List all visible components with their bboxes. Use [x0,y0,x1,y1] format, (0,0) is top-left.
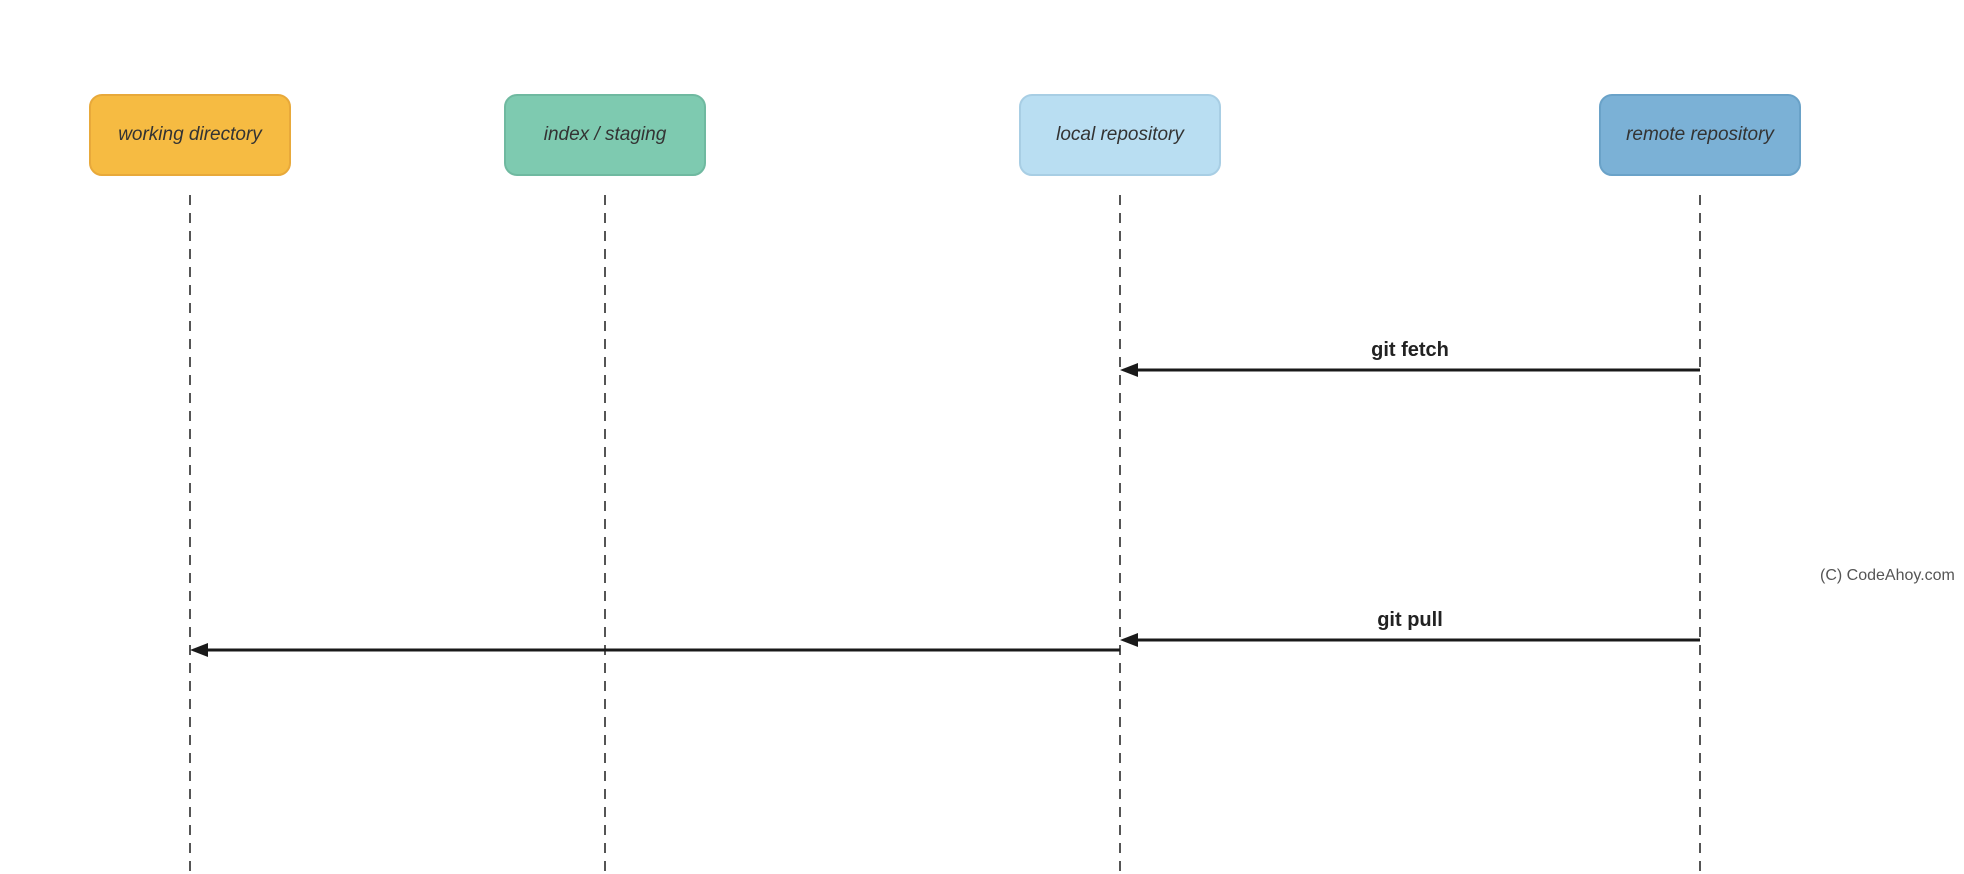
lane-label-index: index / staging [544,124,667,145]
arrow-label: git pull [1377,609,1443,631]
lane-remote: remote repository [1600,95,1800,175]
lane-working: working directory [90,95,290,175]
copyright-text: (C) CodeAhoy.com [1820,567,1955,584]
lane-index: index / staging [505,95,705,175]
lane-label-working: working directory [118,124,263,145]
lane-local: local repository [1020,95,1220,175]
arrow-label: git fetch [1371,339,1449,361]
lane-label-local: local repository [1056,124,1185,145]
lane-label-remote: remote repository [1626,124,1775,145]
